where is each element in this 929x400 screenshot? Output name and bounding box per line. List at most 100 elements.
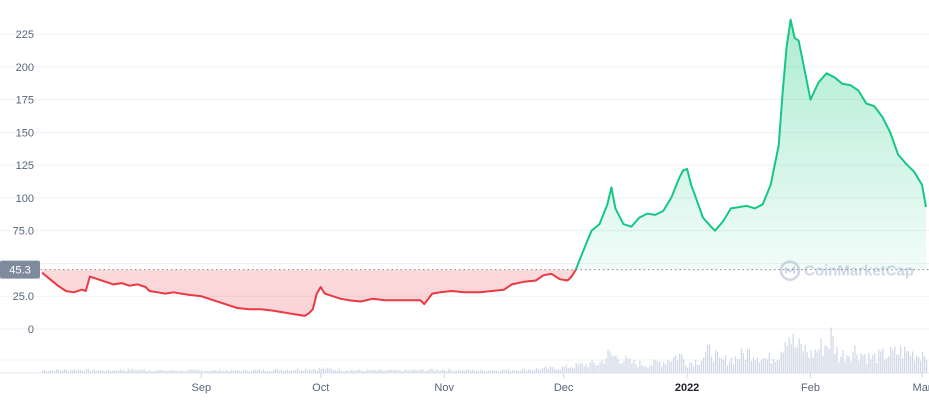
volume-bar	[607, 349, 609, 373]
volume-bar	[675, 355, 677, 373]
volume-bar	[585, 363, 587, 373]
volume-bar	[722, 359, 725, 373]
volume-bar	[69, 369, 72, 373]
volume-bar	[185, 371, 187, 373]
volume-bar	[324, 369, 326, 373]
volume-bar	[131, 368, 133, 373]
volume-bar	[276, 368, 279, 373]
volume-bar	[79, 369, 82, 373]
volume-bar	[243, 369, 245, 373]
volume-bar	[161, 369, 163, 373]
volume-bar	[782, 352, 784, 373]
volume-bar	[49, 370, 52, 373]
volume-bar	[103, 370, 105, 373]
volume-bar	[282, 371, 285, 373]
volume-bar	[581, 363, 583, 373]
volume-bar	[730, 357, 733, 373]
volume-bar	[65, 369, 68, 373]
volume-bar	[703, 357, 705, 373]
volume-bar	[772, 358, 774, 373]
volume-bar	[583, 366, 585, 373]
price-line	[41, 18, 927, 317]
volume-bar	[505, 369, 508, 373]
volume-bar	[792, 333, 794, 373]
volume-bar	[758, 362, 760, 373]
volume-bar	[199, 370, 201, 373]
volume-bar	[241, 371, 243, 373]
volume-bar	[830, 327, 832, 373]
volume-bar	[619, 363, 621, 373]
volume-bar	[274, 368, 277, 373]
volume-bar	[388, 369, 390, 373]
volume-bar	[924, 356, 926, 373]
volume-bar	[503, 370, 506, 373]
volume-bar	[360, 370, 362, 373]
volume-bar	[617, 359, 619, 373]
volume-bar	[631, 363, 633, 373]
x-tick-label: Feb	[801, 382, 820, 394]
volume-bar	[718, 357, 721, 373]
volume-bar	[659, 361, 661, 373]
volume-bar	[511, 370, 514, 373]
volume-bar	[434, 370, 436, 373]
volume-bar	[854, 345, 856, 373]
volume-bar	[101, 370, 103, 373]
volume-bar	[292, 370, 295, 373]
volume-bar	[235, 369, 237, 373]
volume-bar	[304, 368, 307, 373]
volume-bar	[814, 349, 816, 373]
volume-bar	[710, 356, 713, 373]
x-axis: Sep Oct Nov Dec 2022 Feb Mar	[191, 373, 929, 394]
volume-bar	[786, 345, 788, 373]
volume-bar	[270, 371, 273, 373]
volume-bar	[611, 355, 613, 373]
volume-bar	[127, 368, 129, 373]
volume-bar	[181, 369, 183, 373]
volume-bar	[521, 368, 524, 373]
volume-bar	[862, 355, 864, 373]
volume-bar	[716, 352, 719, 373]
volume-bar	[898, 354, 900, 373]
volume-bar	[537, 368, 539, 373]
volume-bar	[890, 347, 892, 373]
volume-bar	[513, 370, 516, 373]
volume-bar	[197, 369, 199, 373]
volume-bar	[332, 370, 334, 373]
volume-bar	[770, 363, 772, 373]
volume-bar	[73, 369, 76, 373]
volume-bar	[671, 361, 673, 373]
y-tick-label: 100	[16, 193, 34, 205]
volume-bar	[706, 344, 709, 373]
volume-bar	[408, 369, 410, 373]
volume-bar	[808, 357, 810, 373]
volume-bar	[575, 363, 577, 373]
volume-bar	[892, 350, 894, 373]
volume-bar	[844, 361, 846, 373]
volume-bar	[312, 369, 314, 373]
volume-bar	[346, 370, 348, 373]
volume-bar	[669, 361, 671, 373]
volume-bar	[462, 369, 464, 373]
volume-bar	[442, 369, 444, 373]
volume-bar	[268, 371, 271, 373]
volume-bar	[595, 364, 597, 373]
volume-bar	[420, 369, 422, 373]
volume-bar	[812, 357, 814, 373]
volume-bar	[392, 370, 394, 373]
volume-bar	[215, 369, 217, 373]
volume-bar	[193, 369, 195, 373]
volume-bar	[135, 370, 137, 373]
volume-bar	[561, 366, 563, 373]
volume-bar	[384, 370, 386, 373]
volume-bar	[201, 370, 203, 373]
volume-bar	[535, 368, 537, 373]
volume-bar	[776, 360, 778, 373]
volume-bar	[517, 371, 520, 373]
volume-bar	[209, 371, 211, 373]
volume-bar	[651, 365, 653, 373]
volume-bar	[95, 371, 97, 373]
y-tick-label: 225	[16, 29, 34, 41]
volume-bar	[687, 367, 689, 373]
volume-bar	[364, 371, 366, 373]
